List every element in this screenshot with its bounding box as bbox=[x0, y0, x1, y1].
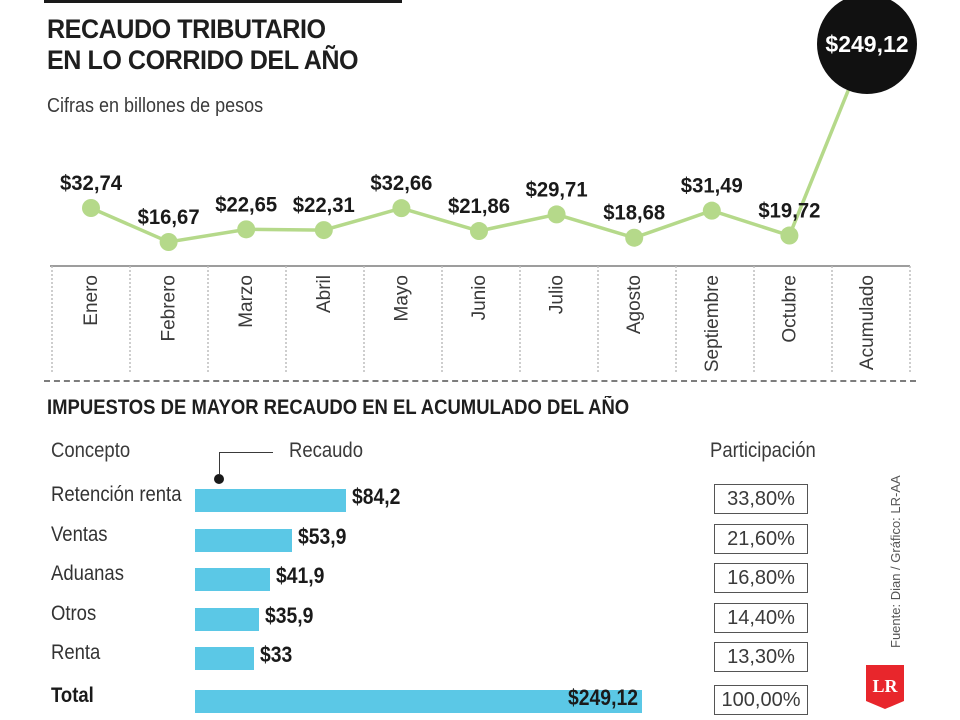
data-point-agosto bbox=[625, 228, 644, 247]
header-pointer-dot bbox=[214, 474, 224, 484]
data-label-enero: $32,74 bbox=[60, 172, 122, 195]
lr-logo-shield bbox=[866, 665, 904, 709]
header-pointer-line bbox=[219, 452, 273, 453]
data-point-octubre bbox=[780, 226, 799, 245]
header-recaudo: Recaudo bbox=[289, 439, 363, 462]
data-label-abril: $22,31 bbox=[293, 194, 355, 217]
x-tick-label-febrero: Febrero bbox=[159, 275, 180, 342]
data-label-febrero: $16,67 bbox=[138, 206, 200, 229]
data-point-junio bbox=[470, 222, 488, 241]
data-point-septiembre bbox=[702, 201, 721, 220]
section-divider bbox=[44, 380, 916, 382]
bar-otros bbox=[195, 607, 259, 631]
bar-renta bbox=[195, 647, 254, 670]
bar-total bbox=[195, 689, 642, 713]
data-label-junio: $21,86 bbox=[448, 195, 510, 218]
data-point-mayo bbox=[392, 199, 411, 218]
x-tick-label-agosto: Agosto bbox=[624, 275, 645, 334]
data-point-julio bbox=[547, 205, 566, 224]
participation-ventas: 21,60% bbox=[714, 523, 808, 554]
data-label-mayo: $32,66 bbox=[370, 172, 432, 195]
row-label-total: Total bbox=[51, 683, 94, 707]
bar-value-otros: $35,9 bbox=[265, 602, 314, 628]
data-label-acumulado: $249,12 bbox=[825, 31, 908, 57]
participation-aduanas: 16,80% bbox=[714, 563, 808, 593]
data-point-febrero bbox=[159, 233, 178, 251]
bar-retención-renta bbox=[195, 489, 346, 512]
row-label-otros: Otros bbox=[51, 601, 97, 625]
bar-section-title: IMPUESTOS DE MAYOR RECAUDO EN EL ACUMULA… bbox=[47, 396, 630, 419]
data-point-enero bbox=[82, 199, 100, 217]
bar-value-renta: $33 bbox=[260, 642, 293, 667]
bar-ventas bbox=[195, 528, 292, 552]
row-label-retención-renta: Retención renta bbox=[51, 483, 182, 506]
x-tick-label-acumulado: Acumulado bbox=[857, 275, 878, 370]
data-point-abril bbox=[314, 221, 333, 240]
data-label-marzo: $22,65 bbox=[215, 193, 277, 216]
participation-otros: 14,40% bbox=[714, 602, 808, 633]
header-pointer-stem bbox=[219, 452, 220, 474]
title-line-1: RECAUDO TRIBUTARIO bbox=[47, 14, 326, 44]
x-tick-label-octubre: Octubre bbox=[779, 275, 800, 343]
data-label-agosto: $18,68 bbox=[603, 202, 665, 225]
row-label-aduanas: Aduanas bbox=[51, 562, 124, 585]
title-line-2: EN LO CORRIDO DEL AÑO bbox=[47, 45, 359, 75]
chart-subtitle: Cifras en billones de pesos bbox=[47, 95, 264, 117]
chart-title: RECAUDO TRIBUTARIO EN LO CORRIDO DEL AÑO bbox=[47, 14, 359, 76]
x-tick-label-marzo: Marzo bbox=[236, 275, 257, 328]
lr-logo: LR bbox=[866, 665, 904, 709]
lr-logo-text: LR bbox=[872, 676, 898, 696]
x-tick-label-septiembre: Septiembre bbox=[702, 275, 723, 372]
data-label-septiembre: $31,49 bbox=[681, 175, 743, 198]
data-label-julio: $29,71 bbox=[526, 178, 588, 201]
line-chart: $32,74 $16,67 $22,65 $22,31 $32,66 $21,86 $29,… bbox=[50, 0, 917, 372]
bar-value-ventas: $53,9 bbox=[298, 523, 347, 549]
x-tick-label-julio: Julio bbox=[547, 275, 568, 314]
x-tick-label-junio: Junio bbox=[469, 275, 490, 320]
bar-aduanas bbox=[195, 568, 270, 591]
x-tick-label-enero: Enero bbox=[81, 275, 102, 326]
bar-value-total: $249,12 bbox=[568, 684, 638, 710]
source-credit: Fuente: Dian / Gráfico: LR-AA bbox=[888, 475, 903, 648]
x-tick-label-abril: Abril bbox=[314, 275, 335, 313]
header-concepto: Concepto bbox=[51, 439, 131, 462]
bar-value-aduanas: $41,9 bbox=[276, 563, 325, 588]
row-label-renta: Renta bbox=[51, 641, 101, 664]
participation-retención-renta: 33,80% bbox=[714, 484, 808, 514]
participation-renta: 13,30% bbox=[714, 642, 808, 672]
top-rule bbox=[44, 0, 402, 3]
bar-value-retención-renta: $84,2 bbox=[352, 484, 401, 509]
participation-total: 100,00% bbox=[714, 684, 808, 715]
x-tick-label-mayo: Mayo bbox=[391, 275, 412, 321]
data-point-marzo bbox=[237, 220, 256, 239]
header-participacion: Participación bbox=[710, 439, 816, 462]
data-label-octubre: $19,72 bbox=[758, 200, 820, 223]
highlight-marker-acumulado bbox=[817, 0, 917, 94]
row-label-ventas: Ventas bbox=[51, 522, 108, 546]
